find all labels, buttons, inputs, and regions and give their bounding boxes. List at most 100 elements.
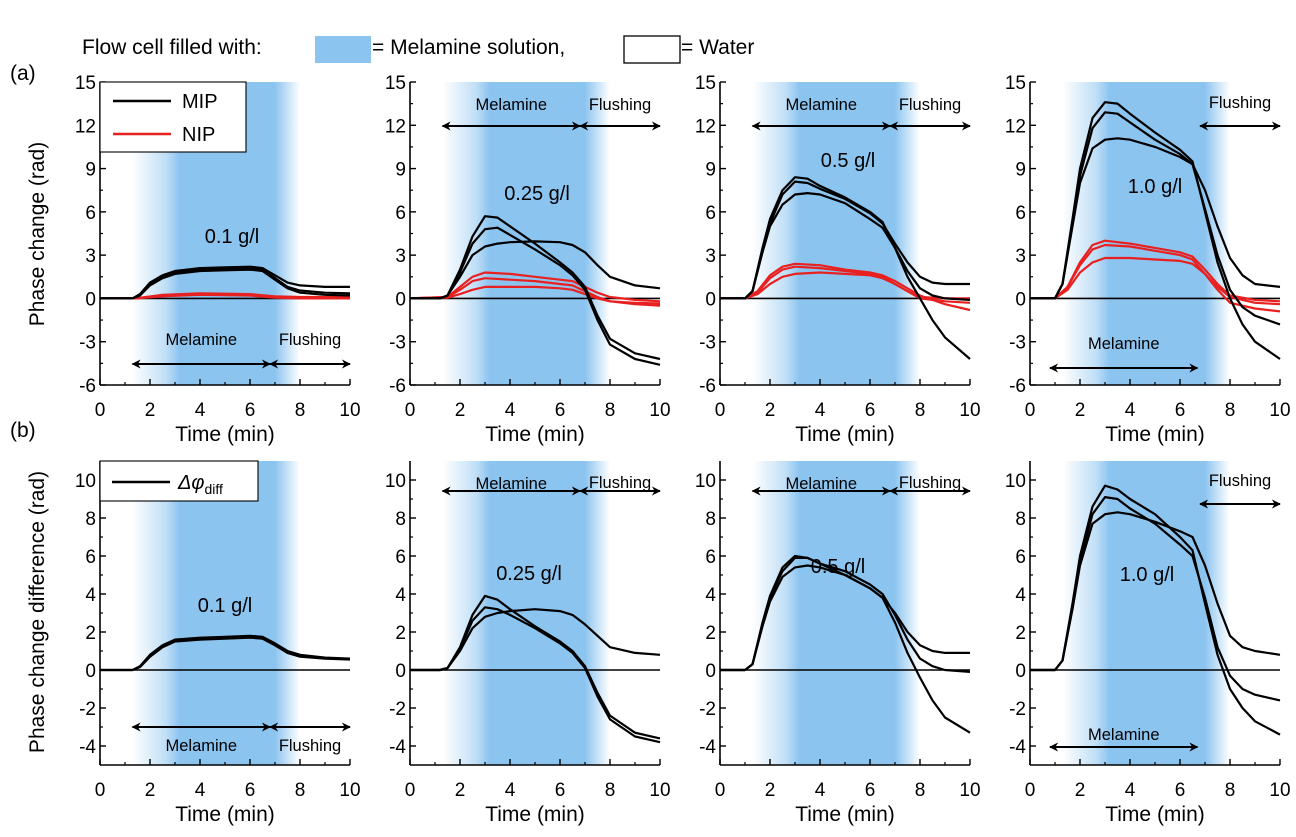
x-tick-label: 6 [1175, 780, 1186, 801]
mip-series-line [100, 636, 351, 672]
x-tick-label: 2 [1075, 400, 1086, 421]
y-tick-label: 2 [1015, 623, 1026, 644]
header-melamine-label: = Melamine solution, [372, 36, 565, 59]
y-tick-label: 0 [85, 289, 96, 310]
x-tick-label: 10 [649, 780, 670, 801]
nip-series-line [409, 285, 661, 305]
x-tick-label: 0 [405, 400, 416, 421]
x-tick-label: 8 [1225, 400, 1236, 421]
x-axis-title: Time (min) [1105, 423, 1205, 446]
melamine-region [1062, 461, 1230, 765]
x-tick-label: 6 [245, 780, 256, 801]
panel-b1: -4 -2 0 2 4 6 8 10 0 2 4 6 8 10 Time (min) 0.1 g/l Melam… [75, 461, 361, 826]
x-tick-label: 0 [405, 780, 416, 801]
flushing-label: Flushing [1209, 472, 1271, 490]
y-tick-label: 6 [85, 547, 96, 568]
flushing-label: Flushing [1209, 94, 1271, 112]
y-tick-label: 6 [395, 547, 406, 568]
melamine-region [442, 461, 610, 765]
y-tick-label: 6 [1015, 547, 1026, 568]
y-tick-label: 12 [695, 116, 716, 137]
x-tick-label: 6 [865, 400, 876, 421]
x-tick-label: 0 [1025, 400, 1036, 421]
x-tick-label: 4 [195, 400, 206, 421]
melamine-region [132, 461, 300, 765]
row-label-a: (a) [10, 62, 36, 85]
y-axis-title-b: Phase change difference (rad) [26, 471, 49, 753]
y-tick-label: 6 [1015, 203, 1026, 224]
flushing-label: Flushing [279, 331, 341, 349]
x-axis-title: Time (min) [175, 423, 275, 446]
mip-series-line [720, 192, 971, 301]
y-tick-label: 10 [695, 471, 716, 492]
y-tick-label: -6 [699, 376, 716, 397]
x-tick-label: 10 [1269, 400, 1290, 421]
panel-b4: -4 -2 0 2 4 6 8 10 0 2 4 6 8 10 Time (min) 1.0 g/l Melam… [1005, 461, 1291, 826]
y-tick-label: 0 [705, 289, 716, 310]
x-tick-label: 10 [339, 780, 360, 801]
x-tick-label: 8 [915, 400, 926, 421]
x-tick-label: 6 [865, 780, 876, 801]
row-label-b: (b) [10, 419, 36, 442]
mip-series-line [720, 564, 970, 672]
x-tick-label: 6 [1175, 400, 1186, 421]
legend-diff-symbol: Δφ [177, 472, 204, 494]
concentration-label: 1.0 g/l [1128, 176, 1182, 198]
y-tick-label: -2 [1009, 699, 1026, 720]
mip-series-line [1030, 137, 1281, 300]
y-tick-label: 12 [75, 116, 96, 137]
x-axis-title: Time (min) [485, 803, 585, 826]
y-tick-label: -3 [389, 333, 406, 354]
x-axis-title: Time (min) [1105, 803, 1205, 826]
y-tick-label: 4 [85, 585, 96, 606]
y-tick-label: -3 [1009, 333, 1026, 354]
x-tick-label: 2 [455, 780, 466, 801]
flushing-label: Flushing [279, 737, 341, 755]
y-tick-label: 3 [1015, 246, 1026, 267]
x-tick-label: 4 [815, 780, 826, 801]
y-tick-label: 6 [85, 203, 96, 224]
x-tick-label: 4 [505, 400, 516, 421]
y-tick-label: 12 [385, 116, 406, 137]
y-tick-label: 2 [85, 623, 96, 644]
legend-mip-label: MIP [182, 91, 218, 113]
mip-series-line [1030, 511, 1281, 672]
legend-row-a: MIP NIP [99, 81, 247, 153]
x-tick-label: 8 [295, 780, 306, 801]
legend-diff-label: Δφdiff [177, 472, 223, 497]
y-tick-label: -6 [1009, 376, 1026, 397]
y-tick-label: 2 [705, 623, 716, 644]
flushing-label: Flushing [899, 474, 961, 492]
concentration-label: 1.0 g/l [1120, 564, 1174, 586]
nip-series-line [1030, 256, 1281, 306]
mip-series-line [410, 240, 661, 300]
x-tick-label: 2 [765, 400, 776, 421]
x-tick-label: 8 [1225, 780, 1236, 801]
melamine-label: Melamine [785, 96, 857, 114]
y-tick-label: -4 [389, 737, 406, 758]
y-tick-label: 4 [395, 585, 406, 606]
y-tick-label: 0 [85, 661, 96, 682]
x-tick-label: 2 [145, 780, 156, 801]
concentration-label: 0.5 g/l [821, 150, 875, 172]
x-tick-label: 6 [245, 400, 256, 421]
y-tick-label: -6 [79, 376, 96, 397]
x-tick-label: 10 [959, 780, 980, 801]
nip-series-line [100, 293, 350, 300]
header-water-label: = Water [681, 36, 754, 59]
y-tick-label: 4 [1015, 585, 1026, 606]
melamine-region [752, 461, 920, 765]
melamine-region [752, 82, 920, 385]
y-tick-label: -4 [79, 737, 96, 758]
y-tick-label: 0 [705, 661, 716, 682]
y-tick-label: -4 [1009, 737, 1026, 758]
x-tick-label: 4 [815, 400, 826, 421]
y-tick-label: 15 [385, 73, 406, 94]
x-tick-label: 8 [605, 400, 616, 421]
legend-row-b: Δφdiff [99, 460, 259, 502]
y-axis-title-a: Phase change (rad) [26, 142, 49, 326]
x-tick-label: 0 [715, 400, 726, 421]
flushing-label: Flushing [589, 96, 651, 114]
water-swatch [623, 35, 681, 64]
